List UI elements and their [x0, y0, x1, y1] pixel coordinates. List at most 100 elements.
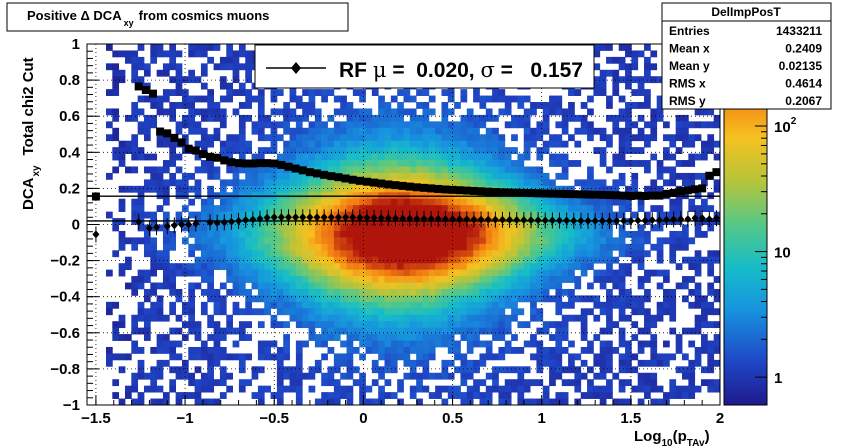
diamond-marker	[491, 215, 499, 224]
heatmap-cell	[371, 243, 379, 251]
heatmap-cell	[333, 185, 341, 193]
heatmap-cell	[181, 224, 189, 232]
heatmap-cell	[536, 366, 544, 374]
heatmap-cell	[517, 269, 525, 277]
heatmap-cell	[561, 366, 569, 374]
heatmap-cell	[555, 288, 563, 296]
heatmap-cell	[460, 295, 468, 303]
heatmap-cell	[517, 276, 525, 283]
heatmap-cell	[612, 301, 620, 309]
heatmap-cell	[302, 314, 309, 322]
diamond-marker	[249, 215, 257, 224]
heatmap-cell	[207, 256, 214, 264]
heatmap-cell	[580, 127, 588, 135]
heatmap-cell	[251, 256, 259, 264]
heatmap-cell	[143, 308, 151, 316]
heatmap-cell	[346, 224, 354, 232]
heatmap-cell	[618, 95, 626, 103]
heatmap-cell	[226, 276, 233, 283]
heatmap-cell	[644, 63, 651, 71]
heatmap-cell	[162, 340, 170, 348]
heatmap-cell	[511, 243, 518, 251]
square-marker	[341, 174, 350, 183]
heatmap-cell	[251, 172, 259, 180]
heatmap-cell	[542, 140, 550, 148]
heatmap-cell	[213, 44, 221, 51]
heatmap-cell	[561, 314, 569, 322]
heatmap-cell	[682, 327, 689, 335]
heatmap-cell	[618, 353, 626, 361]
heatmap-cell	[669, 327, 677, 335]
heatmap-cell	[473, 256, 480, 264]
heatmap-cell	[213, 327, 221, 335]
heatmap-cell	[618, 108, 626, 116]
heatmap-cell	[574, 179, 582, 187]
heatmap-cell	[251, 166, 259, 174]
heatmap-cell	[264, 224, 271, 232]
heatmap-cell	[321, 392, 328, 399]
heatmap-cell	[555, 153, 563, 161]
heatmap-cell	[169, 230, 177, 238]
heatmap-cell	[466, 392, 474, 399]
heatmap-cell	[340, 108, 347, 116]
heatmap-cell	[663, 121, 670, 129]
heatmap-cell	[441, 127, 449, 135]
heatmap-cell	[549, 198, 556, 206]
heatmap-cell	[479, 308, 487, 316]
heatmap-cell	[283, 263, 290, 271]
heatmap-cell	[118, 314, 126, 322]
heatmap-cell	[428, 372, 436, 380]
heatmap-cell	[384, 256, 392, 264]
heatmap-cell	[637, 76, 645, 84]
heatmap-cell	[606, 308, 613, 316]
heatmap-cell	[618, 340, 626, 348]
diamond-marker	[698, 214, 706, 223]
heatmap-cell	[302, 237, 309, 245]
heatmap-cell	[352, 334, 360, 341]
heatmap-cell	[511, 282, 518, 290]
heatmap-cell	[118, 76, 126, 84]
heatmap-cell	[397, 276, 404, 283]
heatmap-cell	[492, 327, 499, 335]
heatmap-cell	[593, 76, 601, 84]
heatmap-cell	[492, 89, 499, 96]
heatmap-cell	[333, 385, 341, 393]
heatmap-cell	[314, 398, 322, 405]
heatmap-cell	[454, 256, 461, 264]
heatmap-cell	[409, 224, 417, 232]
heatmap-cell	[549, 237, 556, 245]
heatmap-cell	[352, 282, 360, 290]
heatmap-cell	[219, 301, 227, 309]
heatmap-cell	[175, 121, 183, 129]
heatmap-cell	[447, 359, 455, 367]
heatmap-cell	[492, 334, 499, 341]
heatmap-cell	[454, 179, 461, 187]
heatmap-cell	[213, 114, 221, 122]
heatmap-cell	[441, 224, 449, 232]
heatmap-cell	[713, 340, 720, 348]
heatmap-cell	[156, 50, 164, 58]
heatmap-cell	[561, 276, 569, 283]
heatmap-cell	[308, 295, 316, 303]
heatmap-cell	[270, 301, 278, 309]
heatmap-cell	[200, 250, 208, 258]
heatmap-cell	[365, 346, 373, 354]
heatmap-cell	[251, 263, 259, 271]
heatmap-cell	[435, 179, 442, 187]
heatmap-cell	[327, 140, 335, 148]
heatmap-cell	[112, 379, 120, 387]
diamond-marker	[548, 216, 556, 225]
heatmap-cell	[637, 301, 645, 309]
heatmap-cell	[213, 230, 221, 238]
heatmap-cell	[264, 256, 271, 264]
heatmap-cell	[156, 95, 164, 103]
heatmap-cell	[245, 353, 252, 361]
square-marker	[270, 159, 279, 168]
heatmap-cell	[352, 269, 360, 277]
heatmap-cell	[656, 108, 664, 116]
heatmap-cell	[397, 385, 404, 393]
heatmap-cell	[245, 95, 252, 103]
heatmap-cell	[561, 153, 569, 161]
heatmap-cell	[390, 321, 398, 329]
heatmap-cell	[561, 327, 569, 335]
